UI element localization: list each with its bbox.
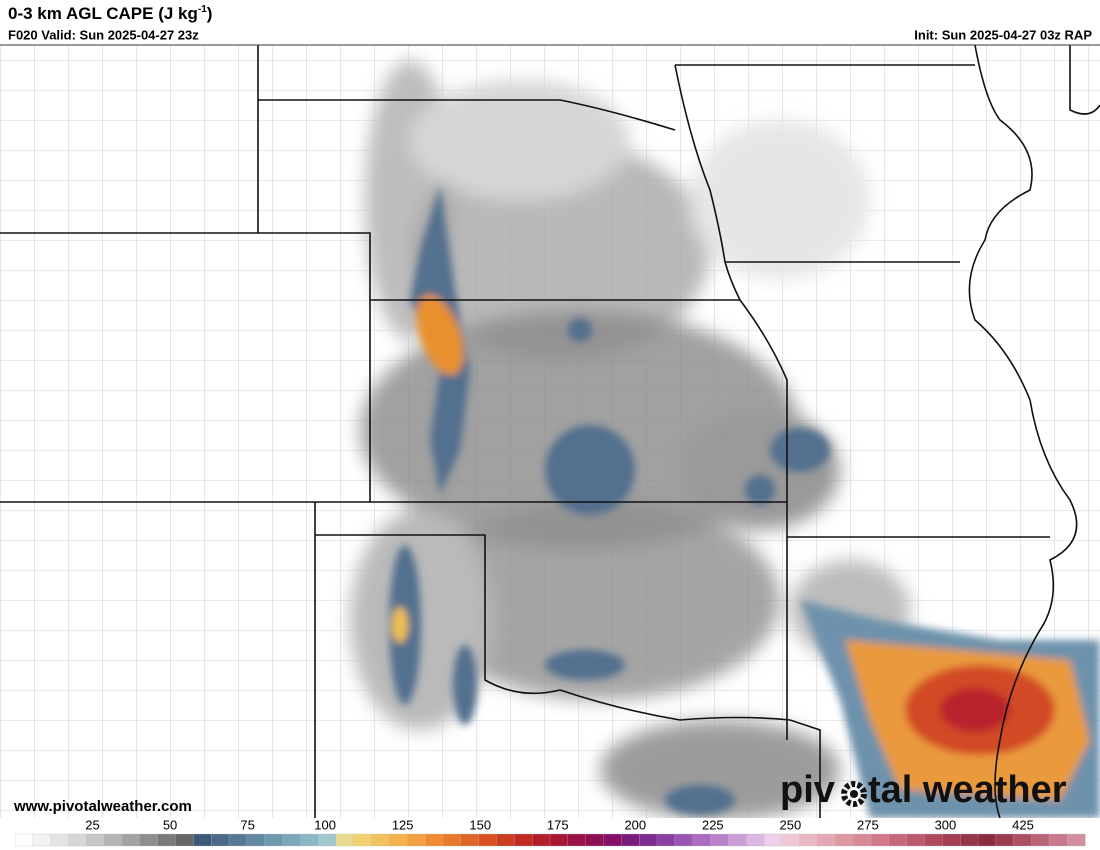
colorbar-swatch	[264, 833, 283, 847]
colorbar-swatch	[335, 833, 355, 847]
title: 0-3 km AGL CAPE (J kg-1)	[8, 4, 212, 24]
colorbar: 25 50 75 100 125 150 175 200 225 250 275 300 425	[14, 817, 1086, 847]
colorbar-swatch	[68, 833, 87, 847]
colorbar-swatch	[496, 833, 515, 847]
colorbar-swatch	[1031, 833, 1050, 847]
colorbar-swatch	[639, 833, 658, 847]
colorbar-swatch	[407, 833, 426, 847]
colorbar-swatch	[175, 833, 194, 847]
colorbar-label: 25	[85, 817, 99, 832]
colorbar-swatch	[157, 833, 176, 847]
colorbar-swatch	[442, 833, 462, 847]
valid-time: F020 Valid: Sun 2025-04-27 23z	[8, 27, 199, 42]
state-borders	[0, 44, 1100, 819]
colorbar-swatch	[514, 833, 533, 847]
init-time: Init: Sun 2025-04-27 03z RAP	[914, 27, 1092, 42]
colorbar-swatch	[977, 833, 997, 847]
colorbar-swatch	[460, 833, 480, 847]
colorbar-swatch	[371, 833, 390, 847]
colorbar-swatch	[1013, 833, 1032, 847]
colorbar-swatch	[960, 833, 979, 847]
colorbar-swatch	[246, 833, 266, 847]
colorbar-swatch	[50, 833, 69, 847]
colorbar-swatch	[121, 833, 141, 847]
colorbar-swatch	[692, 833, 711, 847]
colorbar-swatch	[835, 833, 854, 847]
colorbar-swatch	[14, 833, 34, 847]
colorbar-swatch	[888, 833, 908, 847]
colorbar-label: 425	[1012, 817, 1034, 832]
colorbar-swatch	[567, 833, 587, 847]
logo-text: tal weather	[868, 769, 1067, 811]
colorbar-swatch	[942, 833, 961, 847]
colorbar-label: 100	[314, 817, 336, 832]
colorbar-swatch	[995, 833, 1015, 847]
colorbar-swatch	[104, 833, 123, 847]
colorbar-swatch	[924, 833, 943, 847]
colorbar-label: 200	[624, 817, 646, 832]
colorbar-swatch	[585, 833, 604, 847]
colorbar-swatch	[139, 833, 159, 847]
colorbar-swatch	[549, 833, 569, 847]
colorbar-swatch	[228, 833, 248, 847]
colorbar-swatch	[621, 833, 640, 847]
site-url: www.pivotalweather.com	[13, 798, 192, 815]
colorbar-swatch	[781, 833, 801, 847]
colorbar-swatch	[656, 833, 676, 847]
colorbar-label: 175	[547, 817, 569, 832]
colorbar-swatch	[353, 833, 373, 847]
colorbar-swatch	[728, 833, 747, 847]
colorbar-swatch	[746, 833, 765, 847]
logo: piv tal weather	[780, 769, 1067, 811]
colorbar-swatch	[425, 833, 444, 847]
colorbar-swatch	[300, 833, 319, 847]
colorbar-swatch	[532, 833, 551, 847]
colorbar-swatch	[603, 833, 622, 847]
colorbar-label: 150	[469, 817, 491, 832]
colorbar-swatch	[193, 833, 212, 847]
colorbar-swatch	[870, 833, 890, 847]
colorbar-label: 75	[240, 817, 254, 832]
colorbar-swatch	[853, 833, 872, 847]
colorbar-swatch	[478, 833, 497, 847]
colorbar-label: 225	[702, 817, 724, 832]
colorbar-swatch	[1067, 833, 1086, 847]
colorbar-swatch	[211, 833, 230, 847]
logo-text: piv	[780, 769, 835, 811]
colorbar-label: 275	[857, 817, 879, 832]
map	[0, 44, 1100, 820]
colorbar-swatch	[86, 833, 105, 847]
colorbar-swatch	[906, 833, 925, 847]
colorbar-swatch	[763, 833, 783, 847]
colorbar-swatch	[282, 833, 301, 847]
colorbar-label: 50	[163, 817, 177, 832]
colorbar-swatch	[710, 833, 729, 847]
colorbar-swatch	[799, 833, 818, 847]
colorbar-swatch	[817, 833, 836, 847]
colorbar-label: 250	[780, 817, 802, 832]
colorbar-label: 125	[392, 817, 414, 832]
colorbar-swatch	[318, 833, 337, 847]
colorbar-swatch	[674, 833, 694, 847]
colorbar-swatch	[1049, 833, 1068, 847]
cape-high	[389, 185, 1100, 818]
colorbar-label: 300	[935, 817, 957, 832]
logo-gear	[841, 781, 867, 807]
colorbar-swatch	[32, 833, 52, 847]
colorbar-swatch	[389, 833, 408, 847]
